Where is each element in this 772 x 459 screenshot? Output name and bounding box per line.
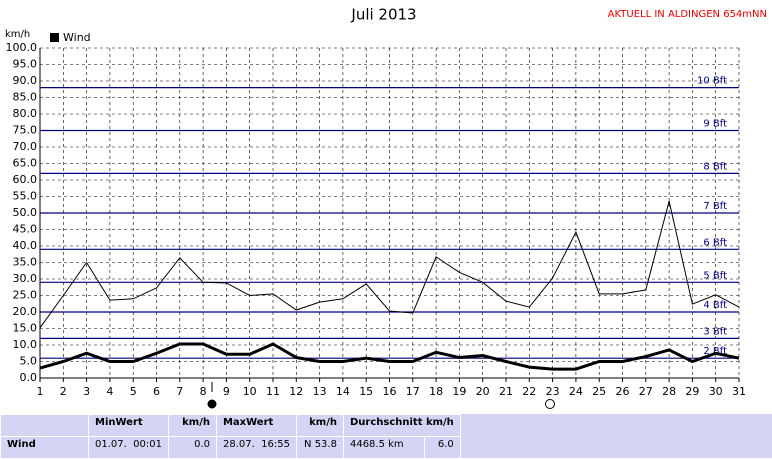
x-tick-label: 4 (106, 385, 113, 398)
y-tick-label: 60.0 (13, 173, 38, 186)
cell: 4468.5 km (342, 436, 426, 459)
x-tick-label: 20 (476, 385, 490, 398)
y-tick-label: 95.0 (13, 58, 38, 71)
y-tick-label: 35.0 (13, 256, 38, 269)
x-tick-label: 31 (732, 385, 746, 398)
x-tick-label: 10 (243, 385, 257, 398)
x-tick-label: 11 (266, 385, 280, 398)
reference-label: 8 Bft (703, 161, 727, 172)
cell: 28.07. 16:55 (215, 436, 297, 459)
cell: 01.07. 00:01 (88, 436, 169, 459)
y-tick-label: 85.0 (13, 91, 38, 104)
x-tick-label: 28 (662, 385, 676, 398)
y-tick-label: 10.0 (13, 338, 38, 351)
reference-label: 4 Bft (703, 300, 727, 311)
x-tick-label: 13 (313, 385, 327, 398)
y-tick-label: 70.0 (13, 140, 38, 153)
table: MinWert km/h MaxWert km/h Durchschnitt k… (0, 414, 461, 459)
header-cell: km/h (295, 414, 344, 437)
x-tick-label: 26 (616, 385, 630, 398)
x-tick-label: 2 (60, 385, 67, 398)
cell: 6.0 (424, 436, 461, 459)
x-tick-label: 24 (569, 385, 583, 398)
x-tick-label: 23 (546, 385, 560, 398)
x-tick-label: 22 (522, 385, 536, 398)
chart: Juli 2013 AKTUELL IN ALDINGEN 654mNN km/… (5, 6, 767, 409)
chart-title: Juli 2013 (350, 6, 416, 24)
y-tick-label: 40.0 (13, 239, 38, 252)
chart-subtitle: AKTUELL IN ALDINGEN 654mNN (608, 9, 767, 20)
y-tick-label: 25.0 (13, 289, 38, 302)
summary-table: MinWert km/h MaxWert km/h Durchschnitt k… (0, 414, 772, 459)
y-tick-label: 55.0 (13, 190, 38, 203)
y-tick-label: 45.0 (13, 223, 38, 236)
reference-label: 7 Bft (703, 201, 727, 212)
legend-label: Wind (63, 31, 91, 44)
row: Wind 01.07. 00:01 0.0 28.07. 16:55 N 53.… (0, 436, 461, 459)
reference-label: 6 Bft (703, 237, 727, 248)
x-tick-label: 21 (499, 385, 513, 398)
y-tick-label: 20.0 (13, 305, 38, 318)
y-tick-label: 15.0 (13, 322, 38, 335)
header-row: MinWert km/h MaxWert km/h Durchschnitt k… (0, 414, 461, 437)
cell (0, 414, 89, 437)
x-tick-label: 25 (592, 385, 606, 398)
reference-label: 2 Bft (703, 346, 727, 357)
legend-swatch (50, 33, 59, 42)
x-tick-label: 7 (176, 385, 183, 398)
x-tick-label: 14 (336, 385, 350, 398)
y-tick-label: 0.0 (20, 371, 38, 384)
data-line (39, 200, 740, 329)
x-tick-label: 5 (130, 385, 137, 398)
header-cell: MinWert (88, 414, 169, 437)
header-cell: Durchschnitt km/h (342, 414, 461, 437)
moon-icon (207, 399, 217, 409)
y-tick-label: 80.0 (13, 107, 38, 120)
header-cell: km/h (167, 414, 217, 437)
y-tick-label: 65.0 (13, 157, 38, 170)
x-tick-label: 27 (639, 385, 653, 398)
x-tick-label: 17 (406, 385, 420, 398)
cell: 0.0 (167, 436, 217, 459)
x-tick-label: 9 (223, 385, 230, 398)
row-label: Wind (0, 436, 89, 459)
x-tick-label: 15 (359, 385, 373, 398)
reference-label: 5 Bft (703, 270, 727, 281)
reference-label: 9 Bft (703, 119, 727, 130)
x-tick-label: 6 (153, 385, 160, 398)
reference-label: 3 Bft (703, 326, 727, 337)
reference-label: 10 Bft (697, 76, 727, 87)
cell: N 53.8 (295, 436, 344, 459)
header-cell: MaxWert (215, 414, 297, 437)
x-tick-label: 29 (685, 385, 699, 398)
x-tick-label: 19 (452, 385, 466, 398)
data-line (39, 342, 740, 371)
x-tick-label: 3 (83, 385, 90, 398)
moon-icon (545, 399, 555, 409)
y-tick-label: 30.0 (13, 272, 38, 285)
y-tick-label: 50.0 (13, 206, 38, 219)
y-tick-label: 100.0 (6, 41, 38, 54)
y-tick-label: 75.0 (13, 124, 38, 137)
y-tick-label: 90.0 (13, 74, 38, 87)
x-tick-label: 18 (429, 385, 443, 398)
x-tick-label: 8 (200, 385, 207, 398)
x-tick-label: 30 (709, 385, 723, 398)
x-tick-label: 16 (383, 385, 397, 398)
y-axis-label: km/h (5, 29, 30, 40)
x-tick-label: 1 (37, 385, 44, 398)
y-tick-label: 5.0 (20, 355, 38, 368)
x-tick-label: 12 (289, 385, 303, 398)
